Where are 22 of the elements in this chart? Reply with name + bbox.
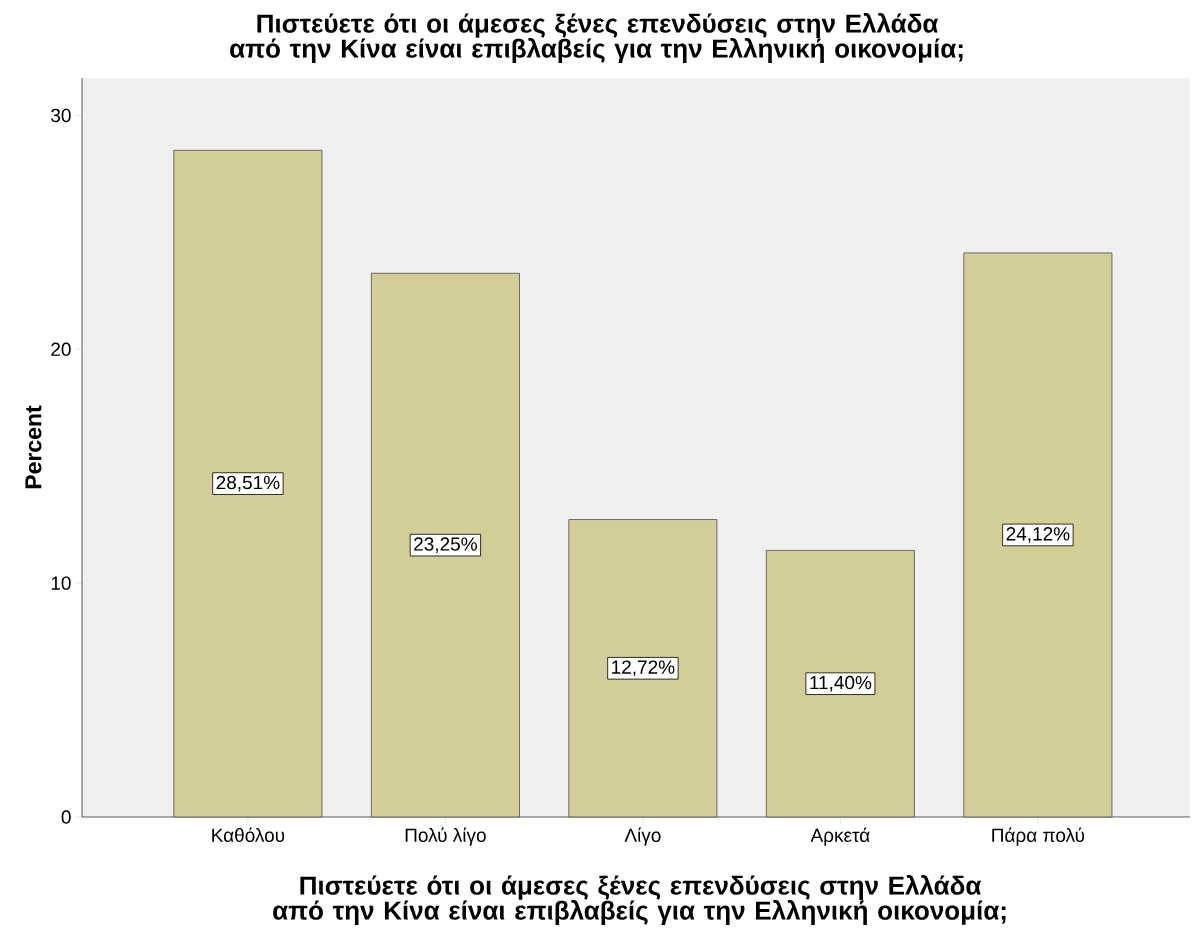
y-tick-label: 10 xyxy=(51,576,71,590)
data-label: 12,72% xyxy=(612,660,675,677)
bar xyxy=(765,549,915,818)
x-tick-label: Πολύ λίγο xyxy=(405,827,486,846)
data-label: 11,40% xyxy=(810,675,872,692)
y-axis-title: Percent xyxy=(25,405,42,489)
data-label: 28,51% xyxy=(216,475,280,492)
x-tick-label: Λίγο xyxy=(624,827,661,846)
y-tick-label: 20 xyxy=(51,342,71,356)
x-tick-label: Πάρα πολύ xyxy=(992,827,1085,846)
data-label: 24,12% xyxy=(1006,527,1070,543)
bar xyxy=(568,519,718,818)
x-tick-label: Αρκετά xyxy=(810,827,870,846)
y-tick-label: 0 xyxy=(61,810,71,824)
x-tick-label: Καθόλου xyxy=(212,827,285,843)
bar xyxy=(173,149,323,818)
data-label: 23,25% xyxy=(414,537,477,553)
chart-title: Πιστεύετε ότι οι άμεσες ξένες επενδύσεις στην Ελλάδα από την Κίνα είναι επιβλαβείς για την Ελληνική οικονομία; xyxy=(230,13,963,63)
x-axis-title: Πιστεύετε ότι οι άμεσες ξένες επενδύσεις στην Ελλάδα από την Κίνα είναι επιβλαβείς για την Ελληνική οικονομία; xyxy=(273,875,1006,925)
y-tick-label: 30 xyxy=(51,108,71,123)
bar xyxy=(370,272,520,818)
bar xyxy=(963,252,1113,818)
